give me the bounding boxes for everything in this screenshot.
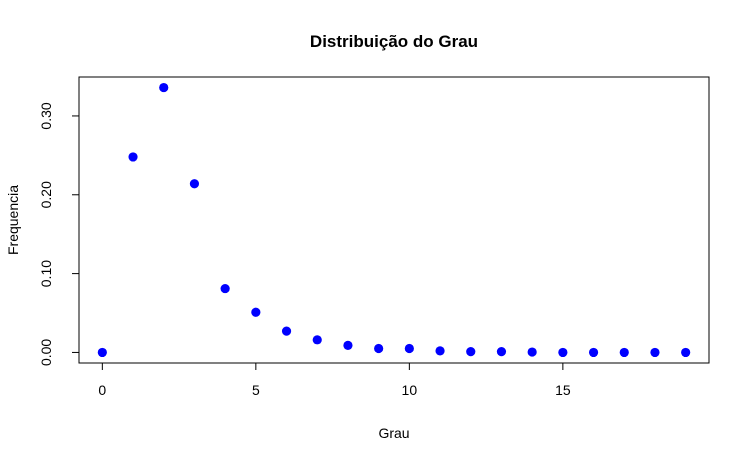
data-point [159, 82, 169, 93]
data-point [189, 179, 200, 189]
x-axis-label: Grau [378, 425, 409, 441]
data-point [588, 347, 599, 358]
chart-title: Distribuição do Grau [310, 32, 478, 51]
x-axis: 0 5 10 15 [98, 362, 571, 398]
data-point [374, 343, 384, 354]
y-axis-label: Frequencia [5, 185, 21, 255]
data-point [435, 346, 445, 356]
data-point [281, 326, 292, 336]
x-tick-label: 15 [555, 382, 571, 398]
x-tick-label: 5 [252, 382, 260, 398]
x-tick-label: 10 [402, 382, 418, 398]
data-point [527, 347, 537, 357]
plot-frame [78, 76, 710, 364]
data-point [496, 347, 507, 357]
data-point [97, 347, 107, 358]
x-tick-label: 0 [98, 382, 106, 398]
y-axis: 0.00 0.10 0.20 0.30 [38, 102, 80, 366]
data-point [220, 283, 230, 294]
data-point [558, 347, 568, 358]
data-point [466, 347, 476, 357]
y-tick-label: 0.10 [38, 260, 54, 287]
y-tick-label: 0.20 [38, 181, 54, 208]
y-tick-label: 0.00 [38, 339, 54, 366]
data-point [312, 335, 322, 345]
data-point [681, 347, 691, 358]
data-point [650, 347, 660, 358]
data-point [128, 152, 138, 162]
data-point [404, 343, 414, 354]
data-point [619, 347, 629, 358]
data-point [343, 340, 353, 350]
y-tick-label: 0.30 [38, 102, 54, 129]
data-point [251, 307, 261, 317]
data-points [97, 82, 691, 358]
